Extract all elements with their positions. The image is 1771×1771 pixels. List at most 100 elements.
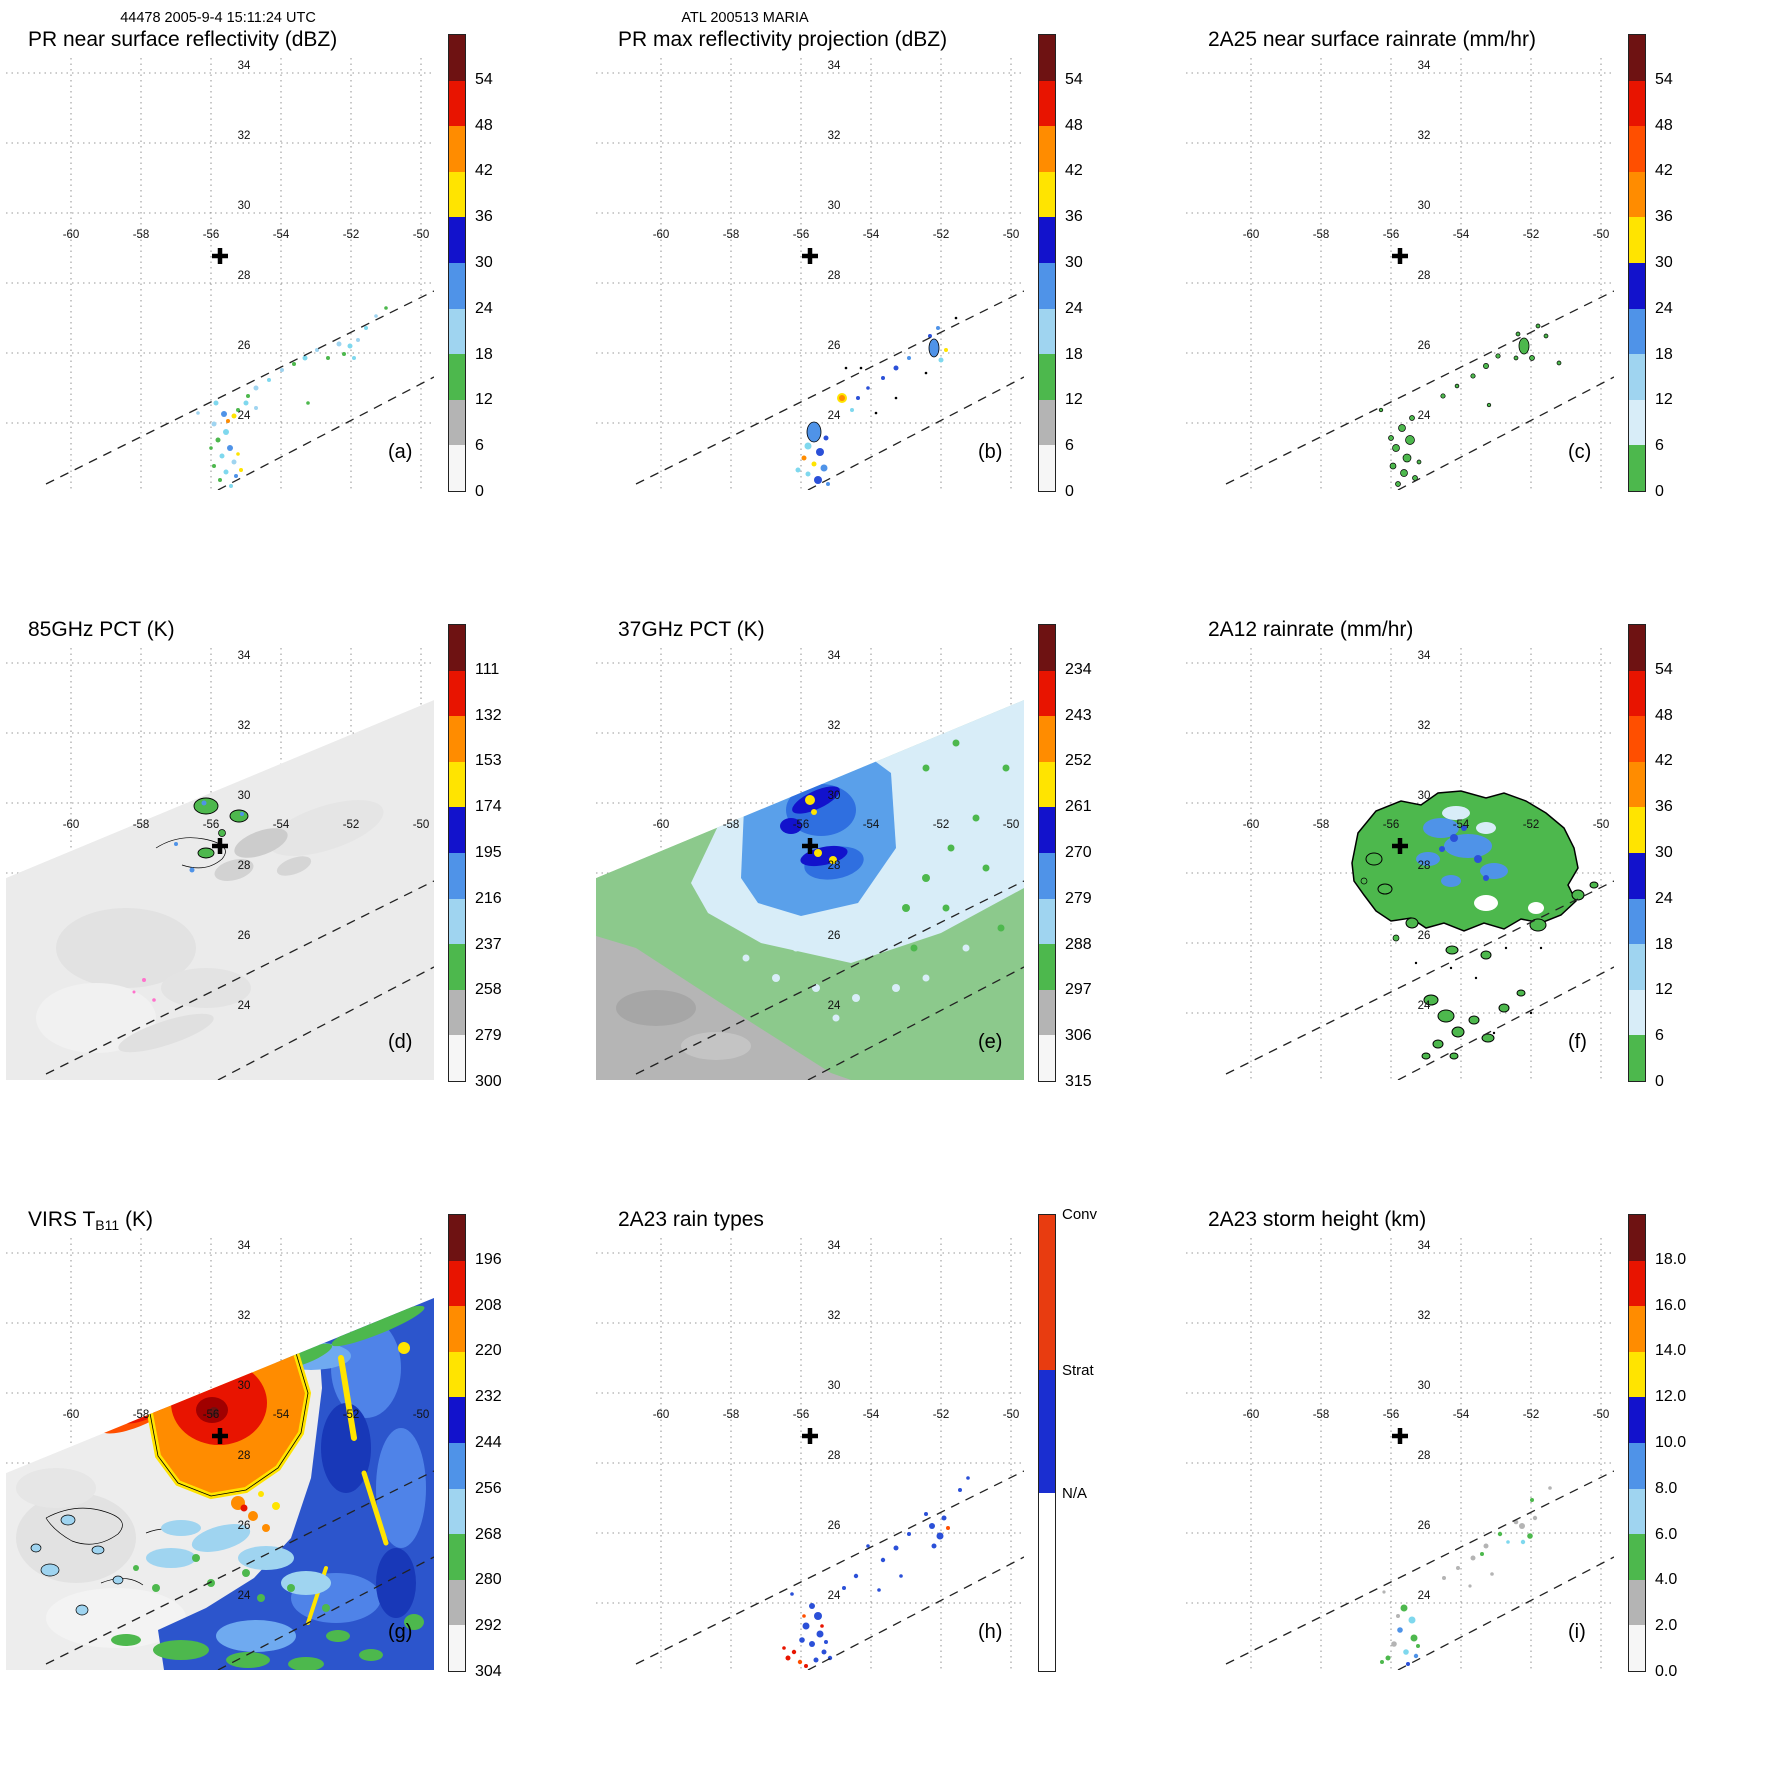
data-blob: [1516, 989, 1526, 997]
colorbar-segment: [1039, 761, 1055, 808]
swath-edge-line: [635, 290, 1024, 485]
data-blob: [1360, 877, 1368, 885]
lon-tick-label: -56: [203, 229, 220, 241]
colorbar-tick-label: 306: [1065, 1027, 1092, 1045]
data-blob: [248, 1511, 258, 1521]
data-blob: [226, 419, 230, 423]
storm-center-cross: [802, 248, 818, 264]
colorbar-tick-label: 195: [475, 844, 502, 861]
lon-tick-label: -58: [723, 229, 740, 241]
panel-title: 85GHz PCT (K): [28, 618, 175, 643]
data-blob: [342, 352, 346, 356]
data-blob: [374, 314, 378, 318]
swath-edge-line: [807, 966, 1024, 1080]
data-blob: [1416, 1644, 1420, 1648]
data-blob: [258, 1491, 264, 1497]
lon-tick-label: -50: [413, 819, 430, 831]
lat-tick-label: 32: [238, 720, 251, 732]
data-blob: [302, 355, 308, 361]
orbit-time-header: 44478 2005-9-4 15:11:24 UTC: [120, 10, 316, 26]
data-blob: [1442, 806, 1470, 820]
data-blob: [287, 1584, 295, 1592]
colorbar-segment: [1629, 35, 1645, 81]
colorbar-segment: [449, 1397, 465, 1443]
panel-title-suffix: (K): [119, 1208, 153, 1231]
data-blob: [174, 842, 178, 846]
colorbar-segment: [449, 399, 465, 446]
panel-title-text: 2A23 storm height (km): [1208, 1208, 1427, 1231]
data-blob: [1396, 1614, 1400, 1618]
data-blob: [820, 464, 828, 472]
data-blob: [853, 1573, 859, 1579]
lon-tick-label: -58: [1313, 1409, 1330, 1421]
swath-edge-line: [807, 1556, 1024, 1670]
colorbar-tick-label: 10.0: [1655, 1434, 1687, 1451]
data-blob: [814, 849, 822, 857]
colorbar-tick-label: 244: [475, 1434, 502, 1451]
lon-tick-label: -56: [1383, 229, 1400, 241]
data-blob: [1506, 1540, 1510, 1544]
lon-tick-label: -56: [203, 1409, 220, 1421]
data-blob: [893, 1545, 899, 1551]
lat-tick-label: 24: [238, 410, 251, 422]
lat-tick-label: 28: [238, 1450, 251, 1462]
data-blob: [842, 1586, 846, 1590]
colorbar-tick-label: 36: [1655, 208, 1673, 226]
colorbar-segment: [449, 944, 465, 990]
data-blob: [336, 341, 342, 347]
colorbar-segment: [1629, 807, 1645, 853]
storm-center-cross: [1392, 1428, 1408, 1444]
data-blob: [894, 396, 898, 400]
panel-title: 2A23 rain types: [618, 1208, 764, 1233]
data-blob: [616, 990, 696, 1026]
data-blob: [877, 1588, 881, 1592]
lon-tick-label: -54: [273, 1409, 290, 1421]
data-blob: [262, 1524, 270, 1532]
data-blob: [1002, 764, 1010, 772]
swath-edge-line: [217, 376, 434, 490]
swath-edge-line: [635, 880, 1024, 1075]
map-h: -60 -58 -56 -54 -52 -50 34 32 30 28 26 24 (h): [596, 1238, 1024, 1670]
lon-tick-label: -60: [63, 229, 80, 241]
data-blob: [1395, 481, 1401, 487]
colorbar-tick-label: 54: [1065, 70, 1083, 88]
data-blob: [1520, 1539, 1526, 1545]
colorbar-segment: [1039, 126, 1055, 172]
lat-tick-label: 28: [828, 860, 841, 872]
data-blob: [209, 446, 213, 450]
data-blob: [30, 1543, 42, 1553]
lon-tick-label: -50: [1593, 1409, 1610, 1421]
colorbar-tick-label: 42: [1655, 752, 1673, 770]
colorbar-tick-label: 237: [475, 935, 502, 953]
colorbar-tick-label: 48: [1065, 116, 1083, 134]
data-blob: [814, 476, 822, 484]
data-blob: [1408, 1616, 1416, 1624]
data-blob: [795, 467, 801, 473]
lon-tick-label: -52: [1523, 819, 1540, 831]
lat-tick-label: 30: [828, 1380, 841, 1392]
lon-tick-label: -60: [63, 1409, 80, 1421]
colorbar-segment: [449, 1534, 465, 1580]
data-blob: [161, 1520, 201, 1536]
data-blob: [1414, 961, 1418, 965]
data-blob: [832, 1014, 840, 1022]
data-blob: [997, 924, 1005, 932]
colorbar-tick-label: 256: [475, 1479, 502, 1497]
lat-tick-label: 28: [238, 270, 251, 282]
contour-line: [100, 1578, 144, 1586]
data-blob: [213, 400, 219, 406]
swath-edge-line: [635, 1470, 1024, 1665]
colorbar-tick-label: 18: [1065, 345, 1083, 363]
colorbar-tick-label: 36: [475, 208, 493, 226]
panel-title: 2A12 rainrate (mm/hr): [1208, 618, 1413, 643]
lon-tick-label: -54: [863, 229, 880, 241]
data-blob: [928, 338, 940, 358]
lon-tick-label: -54: [1453, 1409, 1470, 1421]
data-blob: [257, 1594, 265, 1602]
colorbar-tick-label: 6: [475, 437, 484, 455]
data-blob: [1490, 1572, 1494, 1576]
data-blob: [1539, 946, 1543, 950]
panel-letter: (f): [1568, 1031, 1587, 1053]
